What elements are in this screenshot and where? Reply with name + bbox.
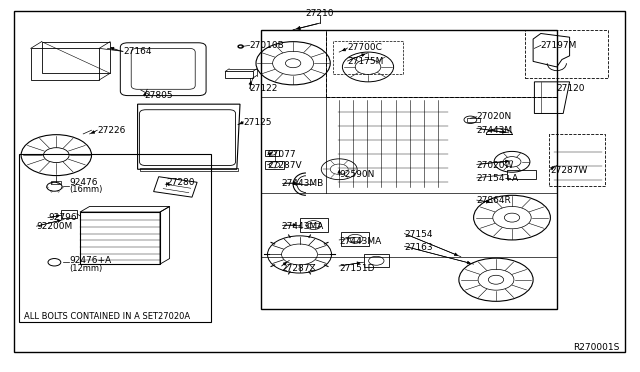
Text: R270001S: R270001S xyxy=(573,343,619,352)
Text: 27287Z: 27287Z xyxy=(282,264,316,273)
Bar xyxy=(265,150,279,156)
Text: 27010B: 27010B xyxy=(250,41,284,50)
Text: 27163: 27163 xyxy=(404,243,433,252)
Bar xyxy=(61,210,77,218)
Text: 27805: 27805 xyxy=(145,92,173,100)
Text: 92590N: 92590N xyxy=(339,170,374,179)
Text: 27197M: 27197M xyxy=(541,41,577,50)
Text: 27077: 27077 xyxy=(268,150,296,159)
Text: 92200M: 92200M xyxy=(36,222,73,231)
Text: ALL BOLTS CONTAINED IN A SET27020A: ALL BOLTS CONTAINED IN A SET27020A xyxy=(24,312,191,321)
Text: 27164: 27164 xyxy=(124,47,152,56)
Text: 27125: 27125 xyxy=(243,118,272,126)
Text: 27226: 27226 xyxy=(97,126,125,135)
Text: 92476+A: 92476+A xyxy=(69,256,111,265)
Bar xyxy=(326,30,557,97)
Text: 92796: 92796 xyxy=(48,213,77,222)
Text: 27210: 27210 xyxy=(306,9,334,17)
Bar xyxy=(19,154,211,322)
Text: 27120: 27120 xyxy=(557,84,586,93)
Text: 27700C: 27700C xyxy=(348,44,382,52)
Text: 27443MB: 27443MB xyxy=(282,179,324,187)
Text: 27154: 27154 xyxy=(404,230,433,239)
Bar xyxy=(350,237,360,241)
Text: 27175M: 27175M xyxy=(348,57,384,65)
Bar xyxy=(333,41,403,74)
Text: 27443MA: 27443MA xyxy=(282,222,324,231)
Text: 27864R: 27864R xyxy=(477,196,511,205)
Text: 27287V: 27287V xyxy=(268,161,302,170)
Text: (12mm): (12mm) xyxy=(69,264,102,273)
Text: 27020N: 27020N xyxy=(477,112,512,121)
Bar xyxy=(364,254,389,267)
Bar xyxy=(51,181,61,184)
Bar xyxy=(300,218,328,232)
Text: 27443M: 27443M xyxy=(477,126,513,135)
Bar xyxy=(308,223,319,227)
Text: 27443MA: 27443MA xyxy=(339,237,381,246)
Text: 27151D: 27151D xyxy=(339,264,374,273)
Text: 27020W: 27020W xyxy=(477,161,514,170)
Text: 27154+A: 27154+A xyxy=(477,174,519,183)
Text: 92476: 92476 xyxy=(69,178,98,187)
Bar xyxy=(265,161,284,169)
Bar xyxy=(341,232,369,246)
Bar xyxy=(525,30,608,78)
Text: (16mm): (16mm) xyxy=(69,185,102,194)
Text: 27280: 27280 xyxy=(166,178,195,187)
Bar xyxy=(507,170,536,179)
Text: 27287W: 27287W xyxy=(550,166,588,174)
Bar xyxy=(467,118,480,122)
Bar xyxy=(549,134,605,186)
Text: 27122: 27122 xyxy=(250,84,278,93)
